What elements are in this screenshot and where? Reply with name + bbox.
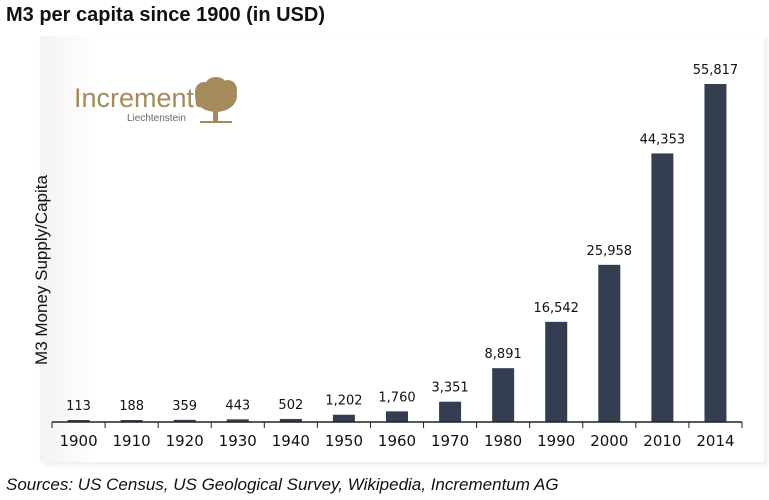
bar-1970	[439, 401, 462, 422]
logo-subtitle: Liechtenstein	[127, 113, 186, 124]
y-axis-label: M3 Money Supply/Capita	[32, 174, 51, 364]
value-label-1960: 1,760	[378, 390, 415, 405]
value-label-2010: 44,353	[640, 132, 686, 147]
bars-group	[67, 84, 727, 422]
value-label-1900: 113	[66, 399, 91, 414]
tree-icon	[195, 77, 237, 123]
value-label-2000: 25,958	[587, 244, 633, 259]
value-label-2014: 55,817	[693, 63, 739, 78]
value-label-1980: 8,891	[485, 347, 522, 362]
x-tick-label-1960: 1960	[378, 432, 416, 450]
bar-1900	[67, 420, 90, 422]
bar-1920	[173, 419, 196, 422]
value-label-1930: 443	[225, 398, 250, 413]
x-tick-label-1940: 1940	[272, 432, 310, 450]
x-tick-label-1980: 1980	[484, 432, 522, 450]
bar-2010	[651, 153, 674, 422]
value-label-1940: 502	[278, 398, 303, 413]
x-tick-label-1970: 1970	[431, 432, 469, 450]
bar-1910	[120, 420, 143, 422]
bar-1990	[545, 321, 568, 422]
value-label-1920: 359	[172, 399, 197, 414]
bar-1980	[492, 368, 515, 422]
bar-chart: Incrementum Liechtenstein M3 Money Suppl…	[32, 63, 743, 450]
x-tick-label-1920: 1920	[166, 432, 204, 450]
bar-1960	[386, 411, 408, 422]
bar-1950	[332, 414, 355, 422]
x-tick-label-2014: 2014	[696, 432, 734, 450]
source-note: Sources: US Census, US Geological Survey…	[6, 475, 559, 494]
x-tick-label-1900: 1900	[59, 432, 97, 450]
x-tick-label-1930: 1930	[219, 432, 257, 450]
value-labels-group: 113 188 359 443 502 1,202 1,760 3,351 8,891 16,54…	[66, 63, 738, 414]
bar-2000	[598, 264, 621, 422]
x-tick-label-1990: 1990	[537, 432, 575, 450]
bar-1930	[226, 419, 249, 422]
chart-title: M3 per capita since 1900 (in USD)	[6, 4, 326, 26]
logo: Incrementum Liechtenstein	[74, 77, 237, 124]
x-axis-ticks-group: 1900 1910 1920 1930 1940 1950 1960 1970 1980 1990…	[51, 422, 743, 450]
chart-frame	[40, 36, 764, 462]
bar-2014	[704, 84, 727, 422]
x-tick-label-2010: 2010	[643, 432, 681, 450]
x-tick-label-1950: 1950	[325, 432, 363, 450]
value-label-1970: 3,351	[431, 381, 468, 396]
x-tick-label-1910: 1910	[113, 432, 151, 450]
x-tick-label-2000: 2000	[590, 432, 628, 450]
value-label-1990: 16,542	[533, 301, 579, 316]
value-label-1950: 1,202	[325, 394, 362, 409]
bar-1940	[279, 418, 302, 422]
value-label-1910: 188	[119, 399, 144, 414]
